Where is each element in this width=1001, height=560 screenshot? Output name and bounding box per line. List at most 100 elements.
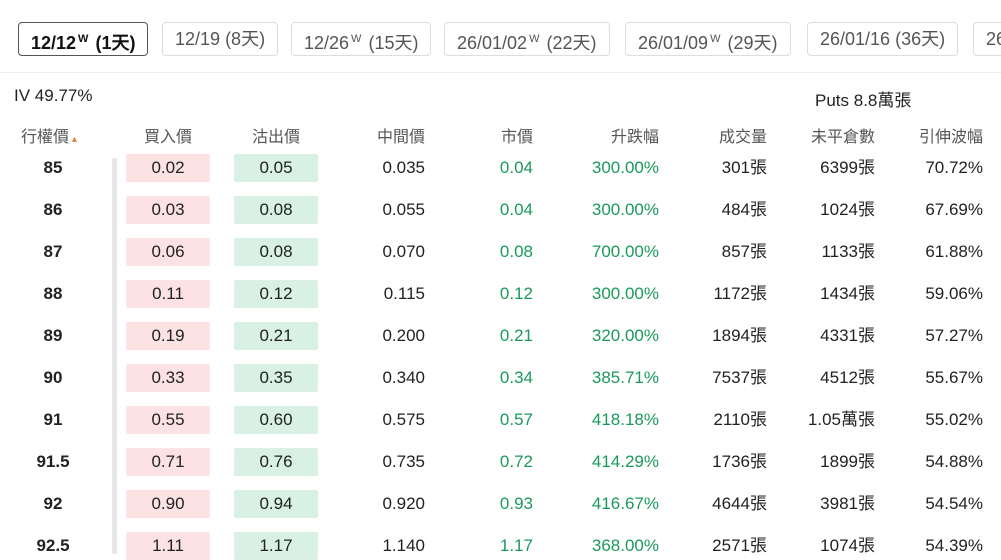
bid-box <box>126 196 210 224</box>
last: 0.04 <box>499 200 533 219</box>
last: 1.17 <box>499 536 533 555</box>
mid: 0.575 <box>382 410 425 429</box>
tab-date: 26/01/02 <box>457 33 528 53</box>
iv-summary: IV 49.77% <box>14 86 93 105</box>
bid: 0.03 <box>151 200 185 219</box>
expiry-tab[interactable]: 12/26 W (15天) <box>291 22 432 56</box>
expiry-tab[interactable]: 26/01/16 (36天) <box>807 22 959 56</box>
ask-box <box>234 154 318 182</box>
bid: 0.55 <box>151 410 185 429</box>
last: 0.72 <box>499 452 533 471</box>
implied-vol: 70.72% <box>925 158 983 177</box>
ask: 0.05 <box>259 158 293 177</box>
volume: 7537張 <box>712 368 767 387</box>
column-header: 引伸波幅 <box>918 129 983 146</box>
change: 700.00% <box>591 242 659 261</box>
ask-box <box>234 448 318 476</box>
ask-box <box>234 238 318 266</box>
change: 368.00% <box>591 536 659 555</box>
implied-vol: 54.88% <box>925 452 983 471</box>
column-shadow <box>112 158 117 554</box>
mid: 0.735 <box>382 452 425 471</box>
tab-week: W <box>351 33 362 45</box>
strike: 86 <box>43 200 63 219</box>
last: 0.57 <box>499 410 533 429</box>
tab-date: 26 <box>986 29 1001 49</box>
strike: 89 <box>43 326 63 345</box>
ask-box <box>234 406 318 434</box>
expiry-tab[interactable]: 12/19 (8天) <box>162 22 279 56</box>
volume: 857張 <box>721 242 767 261</box>
bid-box <box>126 238 210 266</box>
strike: 92.5 <box>36 536 70 555</box>
column-header: 未平倉數 <box>810 129 875 146</box>
ask-box <box>234 196 318 224</box>
expiry-tab[interactable]: 26 <box>973 22 1001 56</box>
mid: 0.070 <box>382 242 425 261</box>
column-header: 沽出價 <box>251 129 300 146</box>
change: 300.00% <box>591 158 659 177</box>
volume: 1894張 <box>712 326 767 345</box>
column-header: 買入價 <box>143 129 192 146</box>
bid: 0.71 <box>151 452 185 471</box>
bid-box <box>126 364 210 392</box>
tab-date: 12/19 <box>175 29 221 49</box>
sort-icon: ▴ <box>71 134 78 145</box>
strike: 92 <box>43 494 63 513</box>
implied-vol: 54.54% <box>925 494 983 513</box>
bid-box <box>126 490 210 518</box>
column-header: 中間價 <box>376 129 425 146</box>
tab-date: 12/26 <box>304 33 350 53</box>
expiry-tab[interactable]: 26/01/09 W (29天) <box>625 22 791 56</box>
open-interest: 4331張 <box>820 326 875 345</box>
change: 300.00% <box>591 200 659 219</box>
open-interest: 1434張 <box>820 284 875 303</box>
last: 0.34 <box>499 368 533 387</box>
implied-vol: 57.27% <box>925 326 983 345</box>
bid: 0.02 <box>151 158 185 177</box>
implied-vol: 61.88% <box>925 242 983 261</box>
ask: 0.94 <box>259 494 293 513</box>
volume: 4644張 <box>712 494 767 513</box>
bid-box <box>126 322 210 350</box>
puts-summary: Puts 8.8萬張 <box>815 91 912 110</box>
change: 414.29% <box>591 452 659 471</box>
column-header: 升跌幅 <box>610 129 659 146</box>
implied-vol: 55.02% <box>925 410 983 429</box>
divider <box>0 72 1001 73</box>
column-header: 成交量 <box>718 129 767 146</box>
tab-days: (15天) <box>368 33 419 53</box>
volume: 1736張 <box>712 452 767 471</box>
volume: 1172張 <box>713 284 767 303</box>
expiry-tab[interactable]: 12/12 W (1天) <box>18 22 149 56</box>
open-interest: 3981張 <box>820 494 875 513</box>
open-interest: 1133張 <box>821 242 875 261</box>
bid: 1.11 <box>152 536 184 555</box>
mid: 1.140 <box>382 536 425 555</box>
mid: 0.035 <box>382 158 425 177</box>
strike: 90 <box>43 368 63 387</box>
last: 0.04 <box>499 158 533 177</box>
ask: 0.08 <box>259 242 293 261</box>
last: 0.21 <box>499 326 533 345</box>
expiry-tab[interactable]: 26/01/02 W (22天) <box>444 22 610 56</box>
volume: 484張 <box>721 200 767 219</box>
change: 300.00% <box>591 284 659 303</box>
change: 320.00% <box>591 326 659 345</box>
bid-box <box>126 280 210 308</box>
mid: 0.920 <box>382 494 425 513</box>
tab-week: W <box>78 33 89 45</box>
mid: 0.115 <box>383 284 425 303</box>
tab-days: (1天) <box>95 33 136 53</box>
volume: 2571張 <box>712 536 767 555</box>
bid: 0.11 <box>152 284 184 303</box>
ask: 0.08 <box>259 200 293 219</box>
strike: 88 <box>43 284 63 303</box>
column-header: 市價 <box>500 129 533 146</box>
last: 0.08 <box>499 242 533 261</box>
tab-date: 12/12 <box>31 33 77 53</box>
column-header[interactable]: 行權價 ▴ <box>20 129 78 146</box>
mid: 0.340 <box>382 368 425 387</box>
tab-days: (36天) <box>895 29 946 49</box>
ask-box <box>234 322 318 350</box>
